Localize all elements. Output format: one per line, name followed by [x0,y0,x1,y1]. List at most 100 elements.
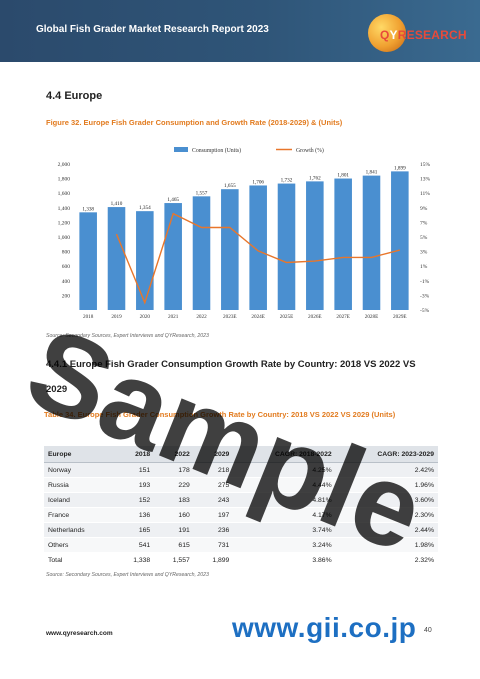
value-cell: 193 [114,477,155,493]
category-label: 2020 [140,314,151,320]
right-axis-tick: -5% [420,308,430,314]
value-cell: 1.96% [335,477,438,493]
value-cell: 165 [114,522,155,538]
table-source: Source: Secondary Sources, Expert Interv… [46,572,209,578]
left-axis-tick: 2,000 [58,162,71,168]
bar-label: 1,354 [139,205,151,211]
value-cell: 3.60% [335,492,438,508]
value-cell: 183 [154,492,194,508]
value-cell: 197 [193,507,234,523]
bar-label: 1,801 [337,173,349,179]
globe-icon [368,14,406,52]
value-cell: 1,899 [193,552,234,568]
bar-2019 [107,207,126,310]
bar-label: 1,557 [196,190,208,196]
right-axis-tick: 13% [420,177,431,183]
row-label: Total [44,552,115,568]
left-axis-tick: 1,800 [58,177,71,183]
value-cell: 4.25% [233,462,336,478]
bar-2025E [277,183,296,310]
value-cell: 151 [114,462,155,478]
legend-label-growth: Growth (%) [296,147,324,154]
bar-2029E [391,171,409,310]
left-axis-tick: 1,200 [58,220,71,226]
category-label: 2021 [168,314,179,320]
legend-label-consumption: Consumption (Units) [192,147,241,154]
subsection-heading-line1: 4.4.1 Europe Fish Grader Consumption Gro… [46,359,416,370]
page-header: Global Fish Grader Market Research Repor… [0,0,480,62]
footer-url[interactable]: www.qyresearch.com [46,630,113,637]
left-axis-tick: 400 [62,279,71,285]
row-label: Norway [44,462,115,478]
header-cell: 2018 [114,446,155,463]
category-label: 2028E [365,314,379,320]
bar-label: 1,410 [111,201,123,207]
category-label: 2018 [83,314,94,320]
category-label: 2023E [223,314,237,320]
bar-2020 [136,211,154,310]
value-cell: 4.17% [233,507,336,523]
right-axis-tick: 1% [420,264,428,270]
left-axis-tick: 200 [62,293,71,299]
row-label: Russia [44,477,115,493]
value-cell: 191 [154,522,194,538]
header-cell: 2029 [193,446,234,463]
row-label: Iceland [44,492,115,508]
figure-caption: Figure 32. Europe Fish Grader Consumptio… [46,118,343,127]
category-label: 2022 [196,314,207,320]
subsection-heading-line2: 2029 [46,384,68,395]
table-row: Netherlands 165 191 236 3.74% 2.44% [44,522,438,538]
bar-label: 1,338 [82,206,94,212]
value-cell: 3.86% [233,552,336,568]
value-cell: 243 [193,492,234,508]
row-label: France [44,507,115,523]
table-row: France 136 160 197 4.17% 2.30% [44,507,438,523]
bar-label: 1,762 [309,175,321,181]
right-axis-tick: 11% [420,191,430,197]
value-cell: 3.24% [233,537,336,553]
logo-text: QYRESEARCH [380,28,467,42]
bar-2022 [192,196,211,310]
left-axis-tick: 1,600 [58,191,71,197]
value-cell: 152 [114,492,155,508]
bar-2027E [334,178,352,310]
value-cell: 136 [114,507,155,523]
bar-label: 1,465 [167,197,179,203]
value-cell: 160 [154,507,194,523]
row-label: Others [44,537,115,553]
right-axis-tick: -3% [420,293,430,299]
category-label: 2025E [280,314,294,320]
left-axis-tick: 1,000 [58,235,71,241]
header-cell: Europe [44,446,115,463]
category-label: 2026E [308,314,322,320]
bar-label: 1,732 [281,178,293,184]
table-row: Norway 151 178 218 4.25% 2.42% [44,462,438,478]
bar-label: 1,655 [224,183,236,189]
bar-2021 [164,203,182,310]
bar-2023E [221,189,239,310]
gii-watermark-url: www.gii.co.jp [232,612,417,643]
left-axis-tick: 800 [62,250,71,256]
right-axis-tick: -1% [420,279,430,285]
table-row: Russia 193 229 275 4.44% 1.96% [44,477,438,493]
bar-2024E [249,185,267,310]
value-cell: 2.30% [335,507,438,523]
table-row: Iceland 152 183 243 4.81% 3.60% [44,492,438,508]
value-cell: 615 [154,537,194,553]
value-cell: 541 [114,537,155,553]
growth-line [115,212,400,305]
value-cell: 178 [154,462,194,478]
category-label: 2019 [111,314,122,320]
bar-2018 [79,212,97,310]
value-cell: 218 [193,462,234,478]
value-cell: 4.81% [233,492,336,508]
value-cell: 3.74% [233,522,336,538]
category-label: 2027E [336,314,350,320]
table-header-row: Europe 2018 2022 2029 CAGR: 2018-2022 CA… [44,446,438,463]
left-axis-tick: 600 [62,264,71,270]
right-axis-tick: 5% [420,235,428,241]
consumption-growth-chart: Consumption (Units) Growth (%) 200 400 600 80… [44,140,444,322]
total-row: Total 1,338 1,557 1,899 3.86% 2.32% [44,552,438,568]
table-row: Others 541 615 731 3.24% 1.98% [44,537,438,553]
value-cell: 236 [193,522,234,538]
